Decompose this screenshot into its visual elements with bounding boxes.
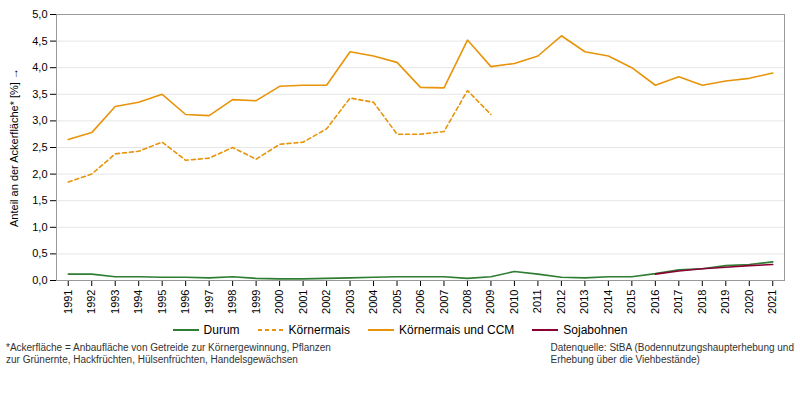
svg-text:2020: 2020 [743, 290, 755, 314]
svg-text:4,5: 4,5 [32, 35, 47, 47]
svg-text:2,0: 2,0 [32, 168, 47, 180]
svg-text:2013: 2013 [578, 290, 590, 314]
svg-text:2000: 2000 [273, 290, 285, 314]
svg-text:2006: 2006 [414, 290, 426, 314]
svg-text:2002: 2002 [320, 290, 332, 314]
svg-text:1994: 1994 [132, 290, 144, 314]
svg-text:0,5: 0,5 [32, 247, 47, 259]
svg-text:2010: 2010 [508, 290, 520, 314]
svg-text:1998: 1998 [226, 290, 238, 314]
svg-text:4,0: 4,0 [32, 61, 47, 73]
svg-text:1997: 1997 [203, 290, 215, 314]
svg-text:1995: 1995 [156, 290, 168, 314]
svg-text:1,0: 1,0 [32, 221, 47, 233]
svg-text:1996: 1996 [179, 290, 191, 314]
svg-text:2014: 2014 [602, 290, 614, 314]
html-text:Körnermais: Körnermais [288, 323, 350, 337]
svg-text:2004: 2004 [367, 290, 379, 314]
svg-text:2018: 2018 [696, 290, 708, 314]
svg-text:2,5: 2,5 [32, 141, 47, 153]
svg-text:0,0: 0,0 [32, 274, 47, 286]
svg-text:3,0: 3,0 [32, 114, 47, 126]
html-text:Körnermais und CCM: Körnermais und CCM [399, 323, 515, 337]
svg-text:1993: 1993 [109, 290, 121, 314]
svg-text:3,5: 3,5 [32, 88, 47, 100]
svg-text:1999: 1999 [250, 290, 262, 314]
svg-text:2021: 2021 [766, 290, 778, 314]
svg-text:2001: 2001 [297, 290, 309, 314]
svg-text:Anteil an der Ackerfläche* [%]: Anteil an der Ackerfläche* [%] → [8, 68, 20, 227]
svg-text:2007: 2007 [438, 290, 450, 314]
svg-text:2009: 2009 [484, 290, 496, 314]
svg-text:2019: 2019 [719, 290, 731, 314]
svg-text:2017: 2017 [672, 290, 684, 314]
svg-text:1992: 1992 [85, 290, 97, 314]
svg-text:1991: 1991 [62, 290, 74, 314]
svg-text:5,0: 5,0 [32, 8, 47, 20]
html-text:Sojabohnen: Sojabohnen [563, 323, 628, 337]
svg-text:2008: 2008 [461, 290, 473, 314]
svg-text:2016: 2016 [649, 290, 661, 314]
svg-text:2011: 2011 [531, 290, 543, 314]
svg-text:2005: 2005 [391, 290, 403, 314]
html-text:Durum: Durum [203, 323, 240, 337]
html-text:Datenquelle: StBA (Bodennutzun: Datenquelle: StBA (Bodennutzungshaupterh… [550, 342, 794, 365]
svg-text:2003: 2003 [344, 290, 356, 314]
svg-text:2012: 2012 [555, 290, 567, 314]
svg-text:2015: 2015 [625, 290, 637, 314]
svg-text:1,5: 1,5 [32, 194, 47, 206]
html-text:*Ackerfläche = Anbaufläche von: *Ackerfläche = Anbaufläche von Getreide … [6, 342, 331, 365]
